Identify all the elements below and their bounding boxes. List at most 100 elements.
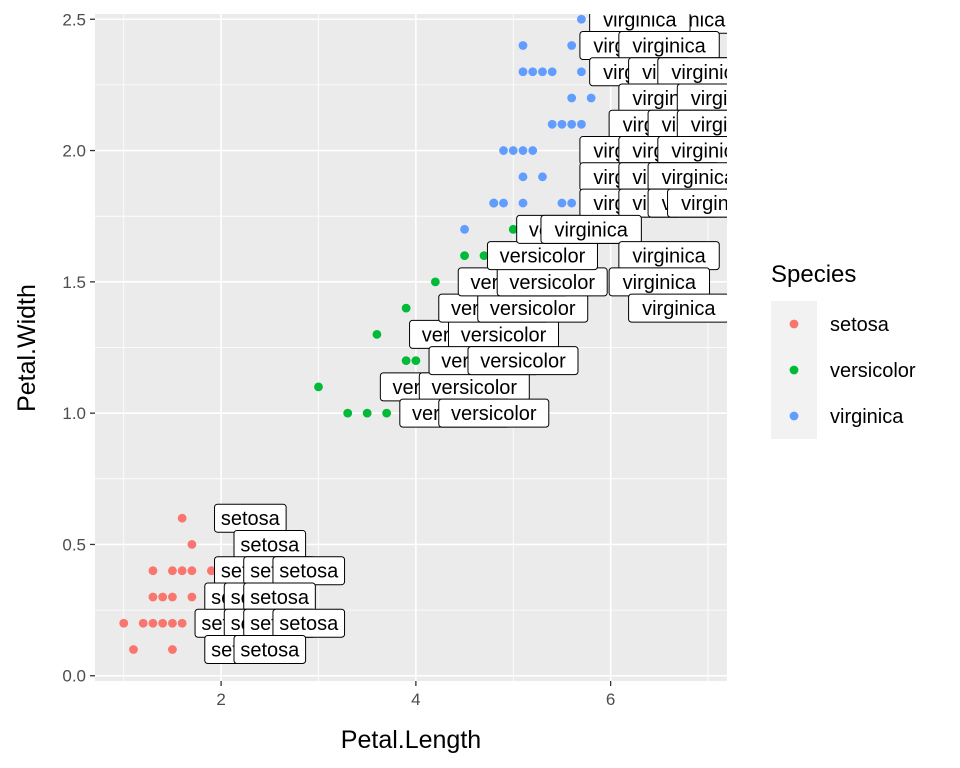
data-point-virginica <box>518 41 528 50</box>
data-point-setosa <box>187 540 197 549</box>
point-label-versicolor: versicolor <box>438 398 550 428</box>
x-tick-label: 2 <box>216 690 225 709</box>
legend-label: versicolor <box>830 360 916 382</box>
point-label-versicolor: versicolor <box>486 241 598 271</box>
data-point-virginica <box>528 146 538 155</box>
data-point-virginica <box>577 67 586 77</box>
data-point-virginica <box>489 198 499 208</box>
legend: Species setosa versicolor virginica <box>771 261 916 439</box>
svg-text:virginica: virginica <box>691 88 765 110</box>
svg-text:virginica: virginica <box>632 246 706 268</box>
point-label-setosa: setosa <box>233 634 307 664</box>
y-tick-label: 1.0 <box>62 404 86 423</box>
data-point-virginica <box>547 119 557 129</box>
data-point-setosa <box>129 645 138 654</box>
data-point-virginica <box>518 198 528 208</box>
data-point-virginica <box>567 119 577 129</box>
data-point-versicolor <box>479 251 489 260</box>
data-point-versicolor <box>382 408 392 418</box>
svg-text:virginica: virginica <box>554 219 628 241</box>
point-label-setosa: setosa <box>233 529 307 559</box>
data-point-virginica <box>528 67 538 77</box>
svg-text:versicolor: versicolor <box>509 272 595 294</box>
legend-title: Species <box>771 261 856 288</box>
y-tick-label: 1.5 <box>62 273 86 292</box>
data-point-virginica <box>538 67 547 77</box>
data-point-virginica <box>518 146 528 155</box>
legend-item-versicolor: versicolor <box>789 360 916 382</box>
point-label-virginica: virginica <box>667 188 727 218</box>
data-point-versicolor <box>372 329 382 339</box>
data-point-virginica <box>577 119 586 129</box>
y-tick-label: 2.0 <box>62 142 86 161</box>
svg-text:virginica: virginica <box>623 272 697 294</box>
data-point-setosa <box>158 618 168 628</box>
svg-text:versicolor: versicolor <box>490 298 576 320</box>
legend-key-setosa <box>789 319 799 329</box>
data-point-setosa <box>168 566 177 576</box>
data-point-versicolor <box>362 408 372 418</box>
data-point-versicolor <box>411 356 421 366</box>
point-label-virginica: virginica <box>657 136 745 166</box>
svg-text:setosa: setosa <box>221 508 281 530</box>
point-label-versicolor: versicolor <box>477 293 589 323</box>
svg-text:versicolor: versicolor <box>480 351 566 373</box>
svg-text:virginica: virginica <box>642 298 716 320</box>
x-tick-label: 4 <box>411 690 420 709</box>
y-tick-label: 2.5 <box>62 10 86 29</box>
x-tick-label: 6 <box>606 690 615 709</box>
point-label-virginica: virginica <box>657 57 727 87</box>
svg-text:versicolor: versicolor <box>461 324 547 346</box>
data-point-versicolor <box>401 303 411 313</box>
data-point-virginica <box>460 224 469 234</box>
data-point-virginica <box>567 198 577 208</box>
y-axis-title: Petal.Width <box>13 284 41 412</box>
data-point-setosa <box>206 566 216 576</box>
data-point-setosa <box>158 592 168 602</box>
data-point-setosa <box>168 618 177 628</box>
point-label-setosa: setosa <box>272 608 346 638</box>
legend-label: virginica <box>830 406 904 428</box>
x-axis: 2 4 6 <box>216 681 615 709</box>
svg-text:virginica: virginica <box>671 141 745 163</box>
point-label-versicolor: versicolor <box>418 372 530 402</box>
legend-label: setosa <box>830 314 890 336</box>
data-point-setosa <box>177 513 187 523</box>
data-point-virginica <box>538 172 547 182</box>
svg-text:versicolor: versicolor <box>500 246 586 268</box>
data-point-setosa <box>187 592 197 602</box>
svg-text:setosa: setosa <box>279 613 339 635</box>
point-label-virginica: virginica <box>676 109 765 139</box>
point-label-virginica: virginica <box>628 293 727 323</box>
y-axis: 0.0 0.5 1.0 1.5 2.0 2.5 <box>62 10 95 686</box>
x-axis-title: Petal.Length <box>341 726 481 754</box>
svg-text:setosa: setosa <box>240 534 300 556</box>
point-label-virginica: virginica <box>540 214 642 244</box>
point-label-setosa: setosa <box>243 582 316 612</box>
data-point-virginica <box>577 14 586 24</box>
data-point-setosa <box>148 566 158 576</box>
data-point-versicolor <box>314 382 323 392</box>
point-label-virginica: virginica <box>608 267 711 297</box>
data-point-virginica <box>518 67 528 77</box>
legend-item-setosa: setosa <box>789 314 890 336</box>
svg-text:versicolor: versicolor <box>451 403 537 425</box>
data-point-virginica <box>557 119 567 129</box>
point-label-virginica: virginica <box>618 31 720 61</box>
svg-text:setosa: setosa <box>240 639 300 661</box>
data-point-setosa <box>177 566 187 576</box>
data-point-versicolor <box>460 251 469 260</box>
data-point-versicolor <box>343 408 353 418</box>
data-point-versicolor <box>401 356 411 366</box>
data-point-virginica <box>586 93 596 103</box>
legend-key-versicolor <box>789 365 799 375</box>
point-label-virginica: virginica <box>589 14 691 34</box>
svg-text:virginica: virginica <box>691 114 765 136</box>
y-tick-label: 0.5 <box>62 535 86 554</box>
svg-text:versicolor: versicolor <box>432 377 518 399</box>
data-point-virginica <box>557 198 567 208</box>
data-point-virginica <box>518 172 528 182</box>
data-point-virginica <box>567 93 577 103</box>
point-label-virginica: virginica <box>618 241 720 271</box>
